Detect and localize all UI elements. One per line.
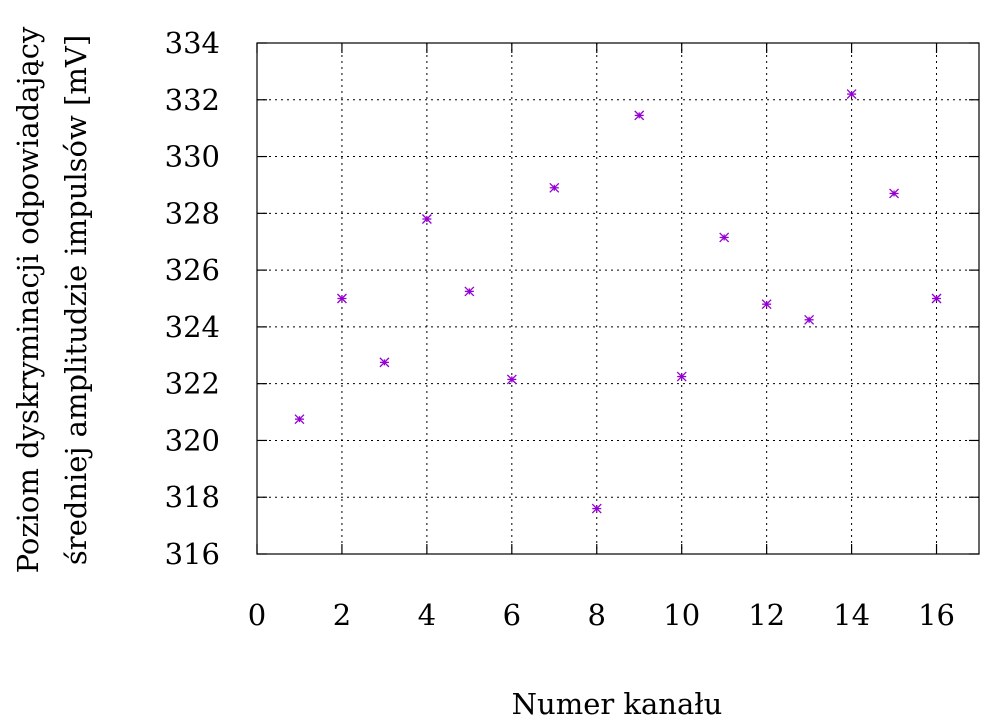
data-point <box>591 503 602 514</box>
x-tick-label: 14 <box>833 598 870 632</box>
x-tick-label: 16 <box>918 598 955 632</box>
data-point <box>889 188 900 199</box>
data-point <box>421 214 432 224</box>
data-points <box>294 89 942 514</box>
y-tick-label: 320 <box>165 423 220 457</box>
data-point <box>931 293 942 304</box>
y-tick-label: 326 <box>165 253 220 287</box>
x-tick-label: 8 <box>588 598 606 632</box>
data-point <box>676 371 687 382</box>
x-tick-label: 4 <box>418 598 436 632</box>
y-axis-title-line: średniej amplitudzie impulsów [mV] <box>59 35 93 565</box>
y-tick-label: 324 <box>165 310 220 344</box>
data-point <box>464 286 475 297</box>
axis-ticks <box>256 42 979 555</box>
y-axis-title: Poziom dyskryminacji odpowiadający średni… <box>11 26 93 573</box>
y-axis-title-line: Poziom dyskryminacji odpowiadający <box>11 26 45 573</box>
data-point <box>761 299 772 310</box>
x-tick-label: 12 <box>748 598 785 632</box>
data-point <box>804 314 815 325</box>
x-tick-label: 6 <box>503 598 521 632</box>
y-tick-label: 316 <box>165 537 220 571</box>
x-tick-label: 10 <box>663 598 700 632</box>
tick-labels: 0 2 4 6 8 10 12 14 16 316 318 320 322 324 326 328 330 332… <box>165 26 955 632</box>
data-point <box>846 89 857 100</box>
data-point <box>379 357 390 368</box>
data-point <box>634 110 645 121</box>
plot-frame <box>256 42 980 555</box>
data-point <box>719 232 730 243</box>
data-point <box>549 182 560 193</box>
x-axis-title: Numer kanału <box>512 687 723 721</box>
y-tick-label: 330 <box>165 140 220 174</box>
x-tick-label: 0 <box>248 598 266 632</box>
y-tick-label: 322 <box>165 367 220 401</box>
y-tick-label: 332 <box>165 83 220 117</box>
grid-lines <box>257 43 979 554</box>
y-tick-label: 334 <box>165 26 220 60</box>
x-tick-label: 2 <box>333 598 351 632</box>
data-point <box>294 414 305 425</box>
y-tick-label: 318 <box>165 480 220 514</box>
y-tick-label: 328 <box>165 196 220 230</box>
data-point <box>336 293 347 304</box>
data-point <box>506 374 517 385</box>
